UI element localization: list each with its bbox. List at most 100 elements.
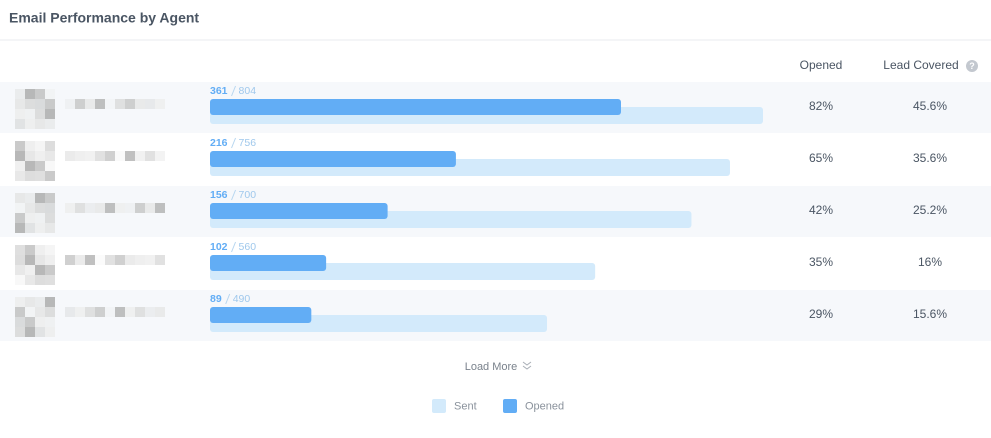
avatar-pixel [25,265,35,275]
name-pixel [155,255,165,265]
legend-swatch[interactable] [503,399,517,413]
table-cell: 25.2% [913,203,947,217]
avatar-pixel [15,275,25,285]
avatar-pixel [25,161,35,171]
avatar-pixel [45,213,55,223]
name-pixel [125,99,135,109]
name-pixel [65,307,75,317]
name-pixel [75,99,85,109]
name-pixel [65,99,75,109]
avatar-pixel [35,99,45,109]
opened-label: 102 [210,241,228,253]
avatar-pixel [45,223,55,233]
avatar-pixel [15,161,25,171]
avatar-pixel [45,151,55,161]
label-separator [231,85,236,97]
name-pixel [135,203,145,213]
avatar-pixel [35,317,45,327]
avatar-pixel [25,119,35,129]
load-more[interactable]: Load More [465,361,518,373]
avatar-pixel [35,141,45,151]
load-more-chevron[interactable] [522,361,532,370]
avatar-pixel [45,255,55,265]
avatar-pixel [45,193,55,203]
avatar-pixel [25,89,35,99]
legend-label: Opened [525,400,564,412]
table-cell: 16% [918,255,942,269]
name-pixel [95,151,105,161]
avatar-pixel [45,265,55,275]
avatar-pixel [15,213,25,223]
avatar-pixel [35,223,45,233]
name-pixel [145,99,155,109]
name-pixel [135,255,145,265]
opened-label: 156 [210,189,228,201]
avatar-pixel [35,161,45,171]
table-cell: 65% [809,151,833,165]
name-pixel [145,255,155,265]
sent-label: 560 [239,241,257,253]
name-pixel [155,203,165,213]
help-icon[interactable]: ? [966,60,978,72]
name-pixel [155,99,165,109]
legend-label: Sent [454,400,477,412]
name-pixel [145,203,155,213]
avatar-pixel [45,327,55,337]
legend-swatch[interactable] [432,399,446,413]
name-pixel [75,151,85,161]
avatar-pixel [25,141,35,151]
name-pixel [145,307,155,317]
avatar-pixel [45,203,55,213]
avatar-pixel [15,89,25,99]
name-pixel [65,151,75,161]
sent-label: 490 [233,293,251,305]
name-pixel [105,203,115,213]
avatar-pixel [25,151,35,161]
avatar-pixel [15,297,25,307]
avatar-pixel [35,119,45,129]
name-pixel [115,307,125,317]
avatar-pixel [15,171,25,181]
avatar-pixel [35,109,45,119]
name-pixel [155,151,165,161]
name-pixel [75,203,85,213]
avatar-pixel [15,223,25,233]
avatar-pixel [15,255,25,265]
avatar-pixel [35,213,45,223]
avatar-pixel [35,265,45,275]
avatar-pixel [25,213,35,223]
name-pixel [85,99,95,109]
label-separator [231,137,236,149]
name-pixel [105,307,115,317]
avatar-pixel [15,265,25,275]
avatar-pixel [45,171,55,181]
name-pixel [135,307,145,317]
column-header: Lead Covered [883,58,958,72]
name-pixel [75,307,85,317]
sent-label: 700 [239,189,257,201]
avatar-pixel [35,275,45,285]
name-pixel [125,151,135,161]
table-cell: 42% [809,203,833,217]
avatar-pixel [15,317,25,327]
avatar-pixel [15,109,25,119]
avatar-pixel [35,151,45,161]
avatar-pixel [15,193,25,203]
avatar-pixel [45,245,55,255]
opened-bar [210,255,327,271]
opened-bar [210,151,456,167]
avatar-pixel [35,203,45,213]
avatar-pixel [25,171,35,181]
name-pixel [95,307,105,317]
avatar-pixel [45,89,55,99]
avatar-pixel [15,327,25,337]
avatar-pixel [35,193,45,203]
avatar-pixel [25,307,35,317]
name-pixel [95,99,105,109]
name-pixel [95,255,105,265]
name-pixel [105,255,115,265]
table-cell: 29% [809,307,833,321]
avatar-pixel [45,307,55,317]
name-pixel [115,99,125,109]
name-pixel [125,307,135,317]
